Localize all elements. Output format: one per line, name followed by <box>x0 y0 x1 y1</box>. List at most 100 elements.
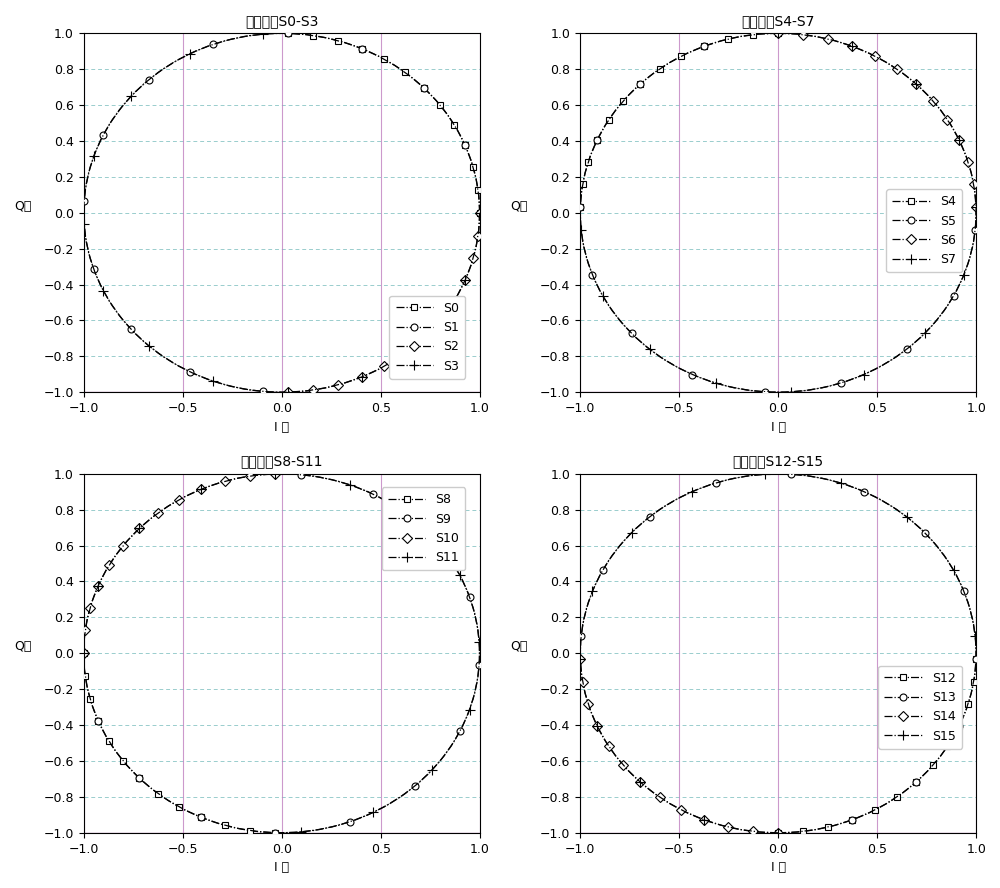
S1 <box>238 384 250 394</box>
S10 <box>84 602 96 613</box>
S12 <box>960 704 972 715</box>
S2 <box>448 296 460 306</box>
S15 <box>654 504 666 515</box>
S5 <box>579 168 591 178</box>
S10 <box>100 565 112 575</box>
S5 <box>686 369 698 380</box>
S14 <box>766 828 778 838</box>
S6 <box>919 87 931 98</box>
S14 <box>741 825 753 836</box>
S12 <box>804 825 816 836</box>
S12 <box>967 682 979 693</box>
S5 <box>664 57 676 67</box>
S8 <box>143 781 155 791</box>
X-axis label: I 路: I 路 <box>771 861 786 874</box>
S12 <box>945 736 957 747</box>
S10 <box>219 476 231 487</box>
S9 <box>474 642 486 653</box>
S0 <box>470 173 482 184</box>
S10 <box>157 504 169 515</box>
S11 <box>367 807 379 818</box>
S7 <box>953 135 965 146</box>
S13 <box>875 495 887 505</box>
S5 <box>610 105 622 115</box>
S0 <box>473 190 485 201</box>
S15 <box>967 614 979 624</box>
S13 <box>969 671 981 682</box>
S7 <box>675 364 687 375</box>
S14 <box>597 731 609 741</box>
S11 <box>110 550 122 560</box>
S13 <box>804 471 816 481</box>
S15 <box>938 550 950 560</box>
S3 <box>143 340 155 351</box>
S12 <box>969 665 981 676</box>
S9 <box>78 648 90 659</box>
S9 <box>471 677 483 687</box>
S6 <box>797 29 809 40</box>
S11 <box>288 469 300 480</box>
S3 <box>282 387 294 398</box>
S13 <box>953 721 965 732</box>
S7 <box>692 371 704 382</box>
S10 <box>110 550 122 560</box>
S13 <box>710 478 722 488</box>
S6 <box>969 190 981 201</box>
S9 <box>313 472 325 482</box>
S10 <box>232 473 244 484</box>
S10 <box>106 555 118 566</box>
S9 <box>399 508 411 519</box>
S1 <box>473 190 485 201</box>
S9 <box>213 819 225 829</box>
S0 <box>469 168 481 178</box>
S5 <box>621 91 633 102</box>
S4 <box>753 28 765 39</box>
S11 <box>79 630 91 641</box>
S8 <box>263 827 275 837</box>
S0 <box>418 83 430 93</box>
S4 <box>747 29 759 40</box>
S6 <box>846 41 858 52</box>
S6 <box>858 45 870 56</box>
S9 <box>378 802 390 813</box>
S7 <box>969 185 981 195</box>
S13 <box>692 484 704 495</box>
S14 <box>675 805 687 815</box>
S4 <box>600 119 612 130</box>
S11 <box>467 602 479 613</box>
S2 <box>399 348 411 359</box>
S6 <box>841 39 853 50</box>
S10 <box>184 488 196 499</box>
Line: S0: S0 <box>279 30 482 216</box>
S3 <box>90 269 102 280</box>
S6 <box>945 119 957 130</box>
S1 <box>157 64 169 75</box>
S10 <box>173 495 185 505</box>
S3 <box>88 151 100 162</box>
S11 <box>307 471 319 481</box>
S11 <box>250 470 262 480</box>
S5 <box>634 78 646 89</box>
S15 <box>649 789 661 799</box>
S10 <box>207 480 219 490</box>
S4 <box>575 196 587 207</box>
S8 <box>257 827 269 837</box>
S0 <box>313 31 325 42</box>
S5 <box>639 340 651 351</box>
S10 <box>195 484 207 495</box>
S11 <box>332 821 344 831</box>
S6 <box>901 71 913 82</box>
S13 <box>891 504 903 515</box>
S6 <box>951 130 963 140</box>
S9 <box>332 476 344 487</box>
S8 <box>190 810 202 821</box>
S0 <box>461 146 473 156</box>
S13 <box>945 736 957 747</box>
S8 <box>83 688 95 699</box>
S7 <box>829 36 841 46</box>
Y-axis label: Q路: Q路 <box>14 640 31 654</box>
S3 <box>152 67 164 78</box>
S2 <box>465 258 477 269</box>
S15 <box>576 671 588 682</box>
S8 <box>117 756 129 766</box>
